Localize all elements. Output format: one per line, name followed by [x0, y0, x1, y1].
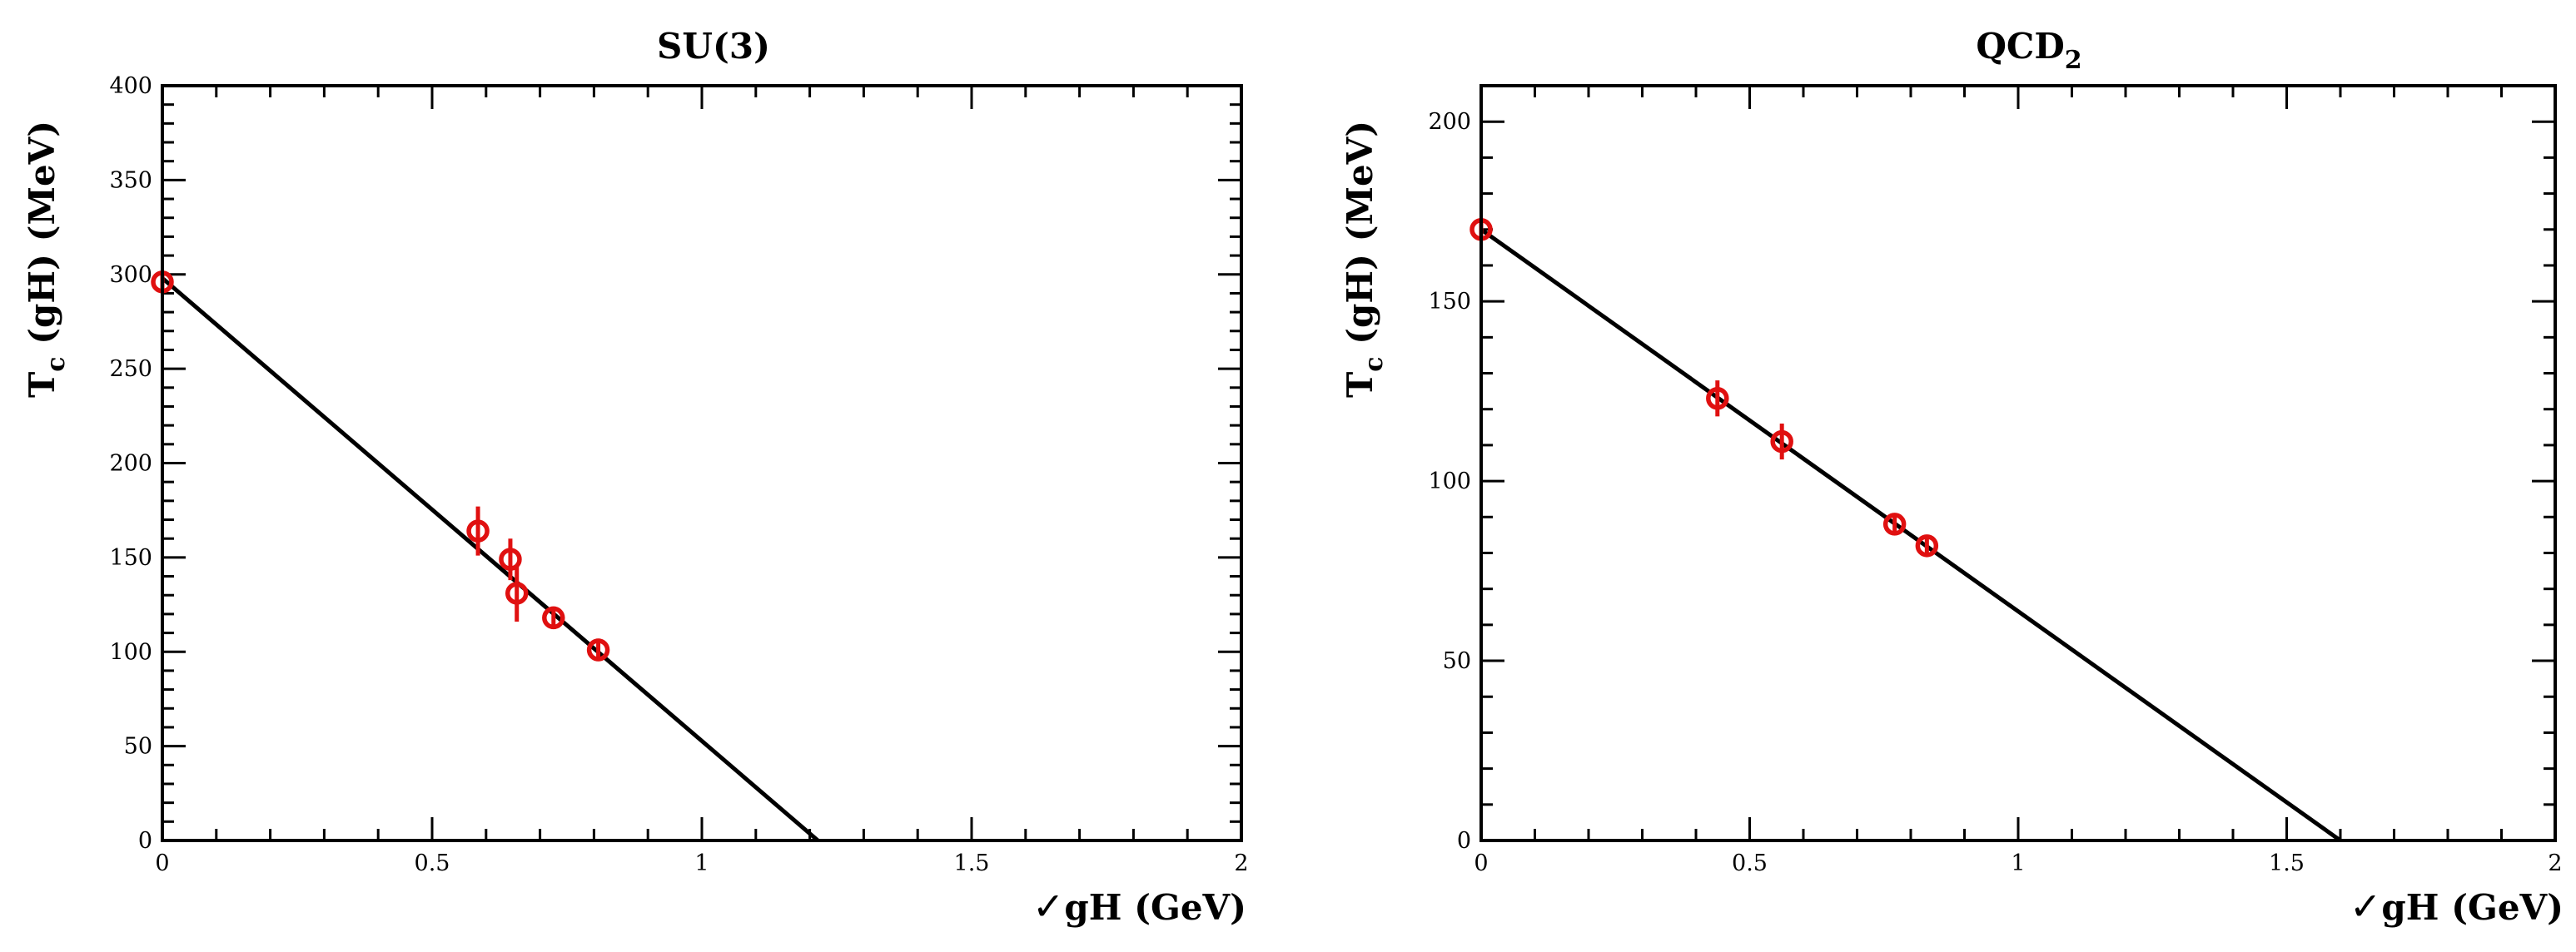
- y-tick-labels: 0 50 100 150 200: [1428, 109, 1471, 854]
- y-tick-label: 50: [124, 734, 152, 760]
- x-tick-label: 0: [1474, 850, 1488, 876]
- data-point: [1706, 387, 1729, 410]
- data-point: [542, 606, 565, 630]
- y-tick-label: 0: [1457, 828, 1471, 854]
- chart-title: QCD2: [1976, 26, 2081, 75]
- x-axis-label: ✓gH (GeV): [1032, 884, 1246, 929]
- x-axis-label-text: gH (GeV): [2381, 887, 2564, 928]
- y-axis-label-sub: c: [42, 356, 71, 371]
- y-tick-label: 200: [1428, 109, 1471, 135]
- y-tick-label: 200: [109, 451, 152, 477]
- y-axis-label-main: T: [22, 372, 62, 398]
- plot-frame: [161, 84, 1243, 842]
- x-axis-label-text: gH (GeV): [1064, 887, 1246, 928]
- data-point: [586, 638, 610, 662]
- chart-title-main: QCD: [1976, 26, 2064, 67]
- tick-marks: [1479, 84, 2557, 842]
- data-point: [466, 519, 490, 543]
- data-point: [505, 582, 529, 605]
- sqrt-symbol: ✓: [1032, 884, 1065, 929]
- y-axis-label-rest: (gH) (MeV): [1340, 121, 1380, 357]
- x-tick-label: 2: [1234, 850, 1248, 876]
- y-tick-label: 400: [109, 73, 152, 99]
- x-tick-label: 2: [2548, 850, 2562, 876]
- x-tick-label: 0.5: [1732, 850, 1768, 876]
- y-tick-label: 300: [109, 262, 152, 288]
- plot-frame: [1479, 84, 2557, 842]
- sqrt-symbol: ✓: [2350, 884, 2382, 929]
- y-axis-label-rest: (gH) (MeV): [22, 121, 62, 357]
- fit-line: [1479, 227, 2342, 843]
- x-tick-labels: 0 0.5 1 1.5 2: [1474, 850, 2562, 876]
- x-tick-label: 0: [155, 850, 169, 876]
- data-point: [1770, 429, 1793, 454]
- x-tick-label: 1: [2011, 850, 2025, 876]
- y-axis-label-sub: c: [1360, 356, 1389, 371]
- y-tick-labels: 0 50 100 150 200 250 300 350 400: [109, 73, 152, 854]
- data-point: [1882, 513, 1907, 536]
- chart-title: SU(3): [657, 26, 770, 67]
- y-tick-label: 350: [109, 167, 152, 193]
- y-tick-label: 50: [1443, 648, 1471, 674]
- x-tick-label: 1.5: [954, 850, 990, 876]
- x-tick-label: 0.5: [415, 850, 450, 876]
- tick-marks: [161, 84, 1243, 842]
- fit-line: [161, 276, 819, 842]
- y-tick-label: 0: [138, 828, 152, 854]
- y-axis-label: Tc (gH) (MeV): [1340, 121, 1389, 398]
- y-tick-label: 150: [1428, 289, 1471, 315]
- y-axis-label-main: T: [1340, 372, 1380, 398]
- x-tick-labels: 0 0.5 1 1.5 2: [155, 850, 1248, 876]
- x-axis-label: ✓gH (GeV): [2350, 884, 2564, 929]
- x-tick-label: 1: [694, 850, 709, 876]
- y-axis-label: Tc (gH) (MeV): [22, 121, 71, 398]
- x-tick-label: 1.5: [2269, 850, 2305, 876]
- data-point: [1915, 534, 1939, 558]
- y-tick-label: 100: [109, 639, 152, 665]
- y-tick-label: 100: [1428, 469, 1471, 494]
- data-points: [151, 270, 610, 662]
- y-tick-label: 250: [109, 356, 152, 382]
- chart-su3: SU(3) 0 0.5 1 1.5 2 0 50 100 150 200 250 300 350 400…: [22, 26, 1249, 929]
- y-tick-label: 150: [109, 545, 152, 571]
- data-point: [499, 548, 522, 571]
- chart-title-sub: 2: [2065, 46, 2082, 75]
